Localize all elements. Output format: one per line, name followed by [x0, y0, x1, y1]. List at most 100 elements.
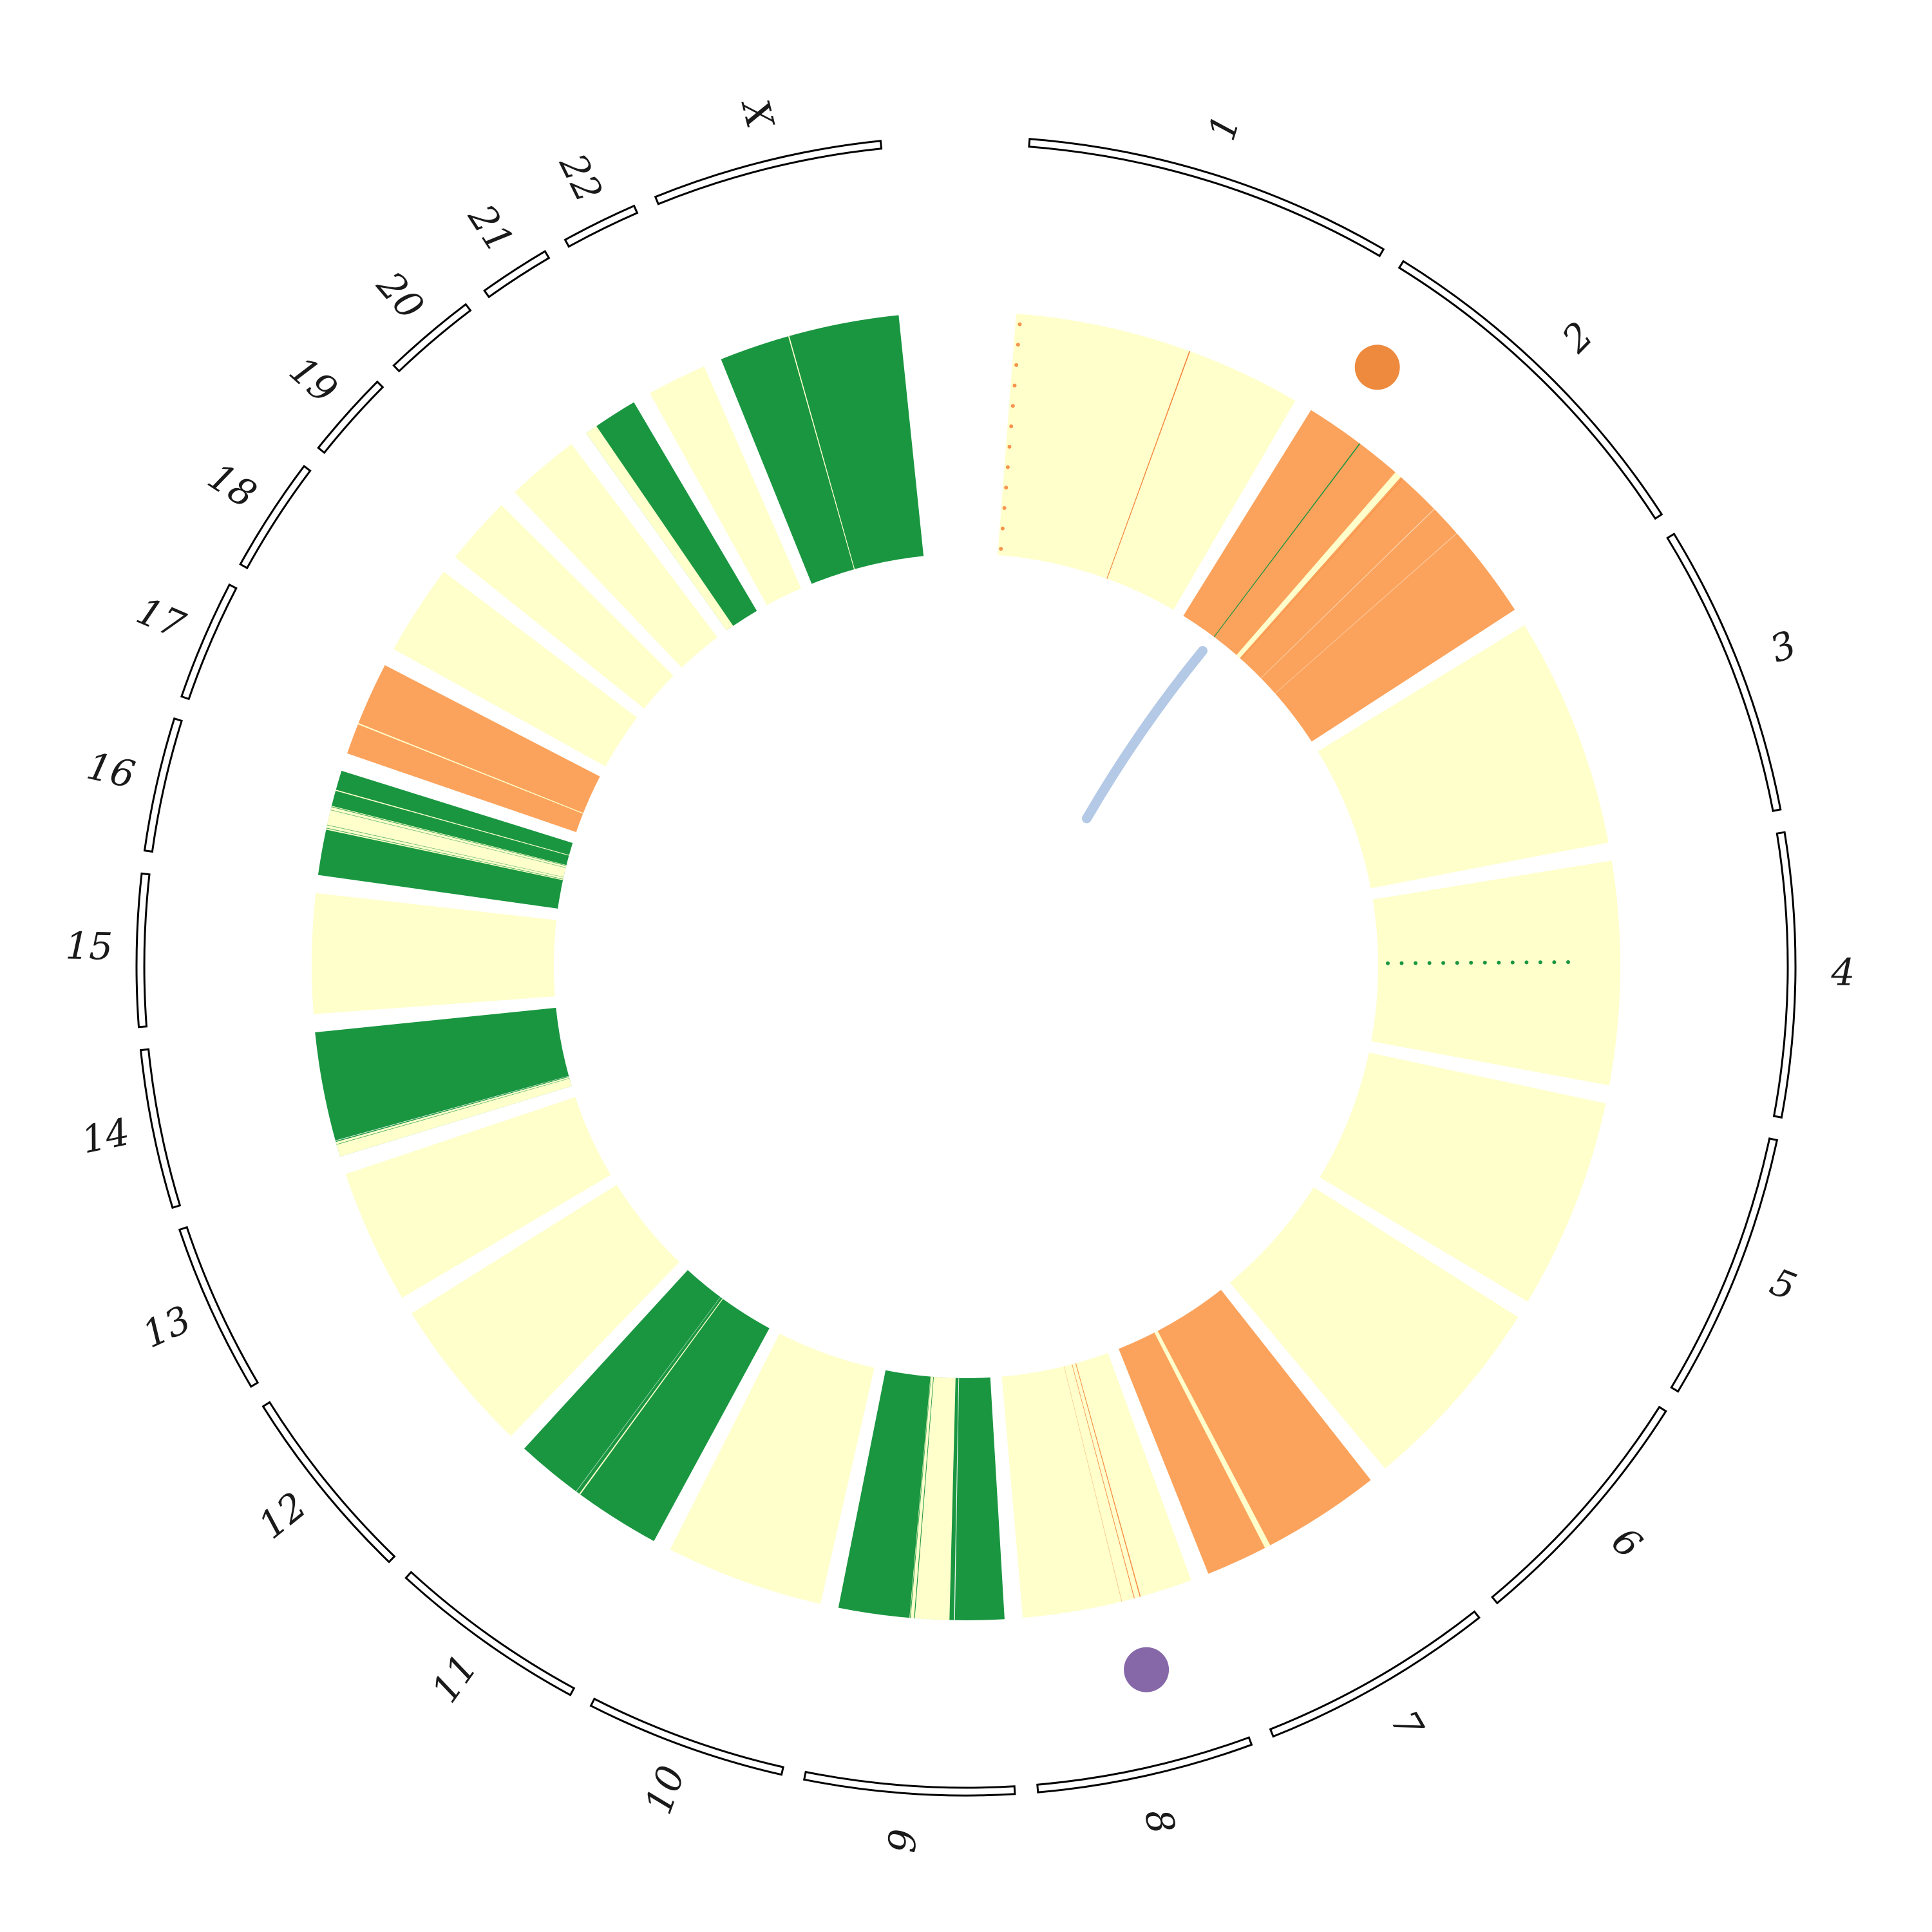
heatmap-wedge-chr18 — [393, 571, 638, 766]
ideogram-arc-chr3 — [1666, 533, 1782, 812]
chromosome-label-3: 3 — [1764, 622, 1802, 672]
heatmap-hairline-chr11-0 — [579, 1298, 723, 1495]
dot — [1510, 960, 1515, 965]
scatter-point-chr8 — [1124, 1647, 1170, 1692]
heatmap-hairline-chr2-3 — [1260, 509, 1435, 679]
heatmap-band-chr2-1 — [1236, 472, 1401, 658]
ideogram-arc-chr2 — [1397, 260, 1663, 520]
heatmap-wedge-chr19 — [455, 505, 674, 709]
chromosome-label-5: 5 — [1764, 1260, 1802, 1309]
chromosome-label-17: 17 — [130, 589, 191, 648]
heatmap-wedge-chr22 — [650, 366, 801, 605]
heatmap-hairline-chr2-4 — [1274, 533, 1457, 694]
heatmap-wedge-chr7 — [1119, 1289, 1371, 1574]
dot — [1018, 322, 1022, 327]
dot — [1010, 404, 1015, 408]
heatmap-hairline-chr2-0 — [1213, 443, 1361, 638]
heatmap-hairline-chr9-2 — [914, 1377, 934, 1618]
heatmap-wedge-chr21 — [586, 402, 757, 630]
ideogram-arc-chr5 — [1670, 1137, 1779, 1393]
heatmap-hairline-chr11-1 — [576, 1296, 721, 1492]
dot — [1399, 961, 1404, 965]
ideogram-arc-chr21 — [483, 250, 551, 299]
chromosome-label-6: 6 — [1604, 1519, 1651, 1567]
ideogram-arc-chr13 — [178, 1226, 260, 1388]
ideogram-arc-chr1 — [1028, 138, 1385, 258]
chromosome-label-8: 8 — [1136, 1805, 1184, 1838]
ideogram-arc-chr10 — [589, 1697, 784, 1776]
heatmap-wedge-chr15 — [312, 893, 556, 1014]
ideogram-arc-chr6 — [1490, 1405, 1667, 1605]
heatmap-hairline-chr14-1 — [336, 1078, 570, 1145]
dotted-radial-line-chr4 — [1386, 960, 1570, 965]
scatter-point-chr2 — [1354, 345, 1400, 390]
chromosome-label-2: 2 — [1553, 314, 1602, 362]
dot — [1455, 961, 1459, 965]
dot — [1000, 526, 1005, 531]
ideogram-arc-chr14 — [139, 1048, 182, 1209]
ideogram-arc-chr9 — [802, 1770, 1016, 1797]
chromosome-label-11: 11 — [422, 1646, 486, 1710]
heatmap-hairline-chr16-5 — [336, 790, 569, 856]
chromosome-label-15: 15 — [65, 923, 113, 968]
heatmap-wedge-chr14 — [315, 1007, 572, 1157]
heatmap-hairline-chr2-2 — [1240, 478, 1403, 659]
heatmap-hairline-chr16-2 — [327, 824, 564, 878]
heatmap-hairline-chr8-1 — [1072, 1364, 1135, 1598]
heatmap-band-chr14-0 — [336, 1077, 572, 1157]
heatmap-hairline-chr8-2 — [1064, 1366, 1122, 1602]
heatmap-hairline-chr14-2 — [335, 1075, 569, 1141]
ideogram-arc-chr22 — [564, 204, 639, 248]
heatmap-band-chr9-1 — [909, 1376, 956, 1620]
ideogram-arc-chr4 — [1772, 831, 1797, 1119]
chromosome-label-20: 20 — [368, 263, 432, 328]
ideogram-arc-chr20 — [392, 303, 472, 373]
heatmap-hairline-chr1-1 — [1106, 350, 1191, 579]
heatmap-band-chr21-0 — [586, 426, 734, 630]
dot — [1497, 960, 1501, 965]
heatmap-hairline-chr16-4 — [331, 806, 567, 866]
chromosome-label-21: 21 — [459, 196, 522, 261]
heatmap-band-chr16-0 — [326, 806, 567, 880]
chromosome-label-18: 18 — [200, 454, 264, 516]
chromosome-label-10: 10 — [636, 1760, 694, 1820]
ideogram-arc-chr19 — [317, 380, 384, 455]
heatmap-wedge-chr11 — [524, 1270, 770, 1541]
heatmap-hairline-chr9-0 — [954, 1378, 960, 1620]
dot — [1482, 960, 1487, 965]
chromosome-label-9: 9 — [880, 1828, 925, 1854]
dot — [1004, 486, 1009, 490]
dot — [1012, 383, 1017, 388]
dot — [1441, 961, 1446, 965]
ideogram-arc-chrX — [654, 140, 883, 205]
heatmap-wedge-chr5 — [1320, 1052, 1606, 1302]
heatmap-hairline-chr16-1 — [326, 828, 564, 880]
heatmap-wedge-chr3 — [1318, 625, 1609, 889]
dot — [999, 547, 1003, 551]
ideogram-arc-chr12 — [261, 1401, 396, 1564]
chromosome-label-19: 19 — [281, 348, 346, 412]
heatmap-wedge-chr2 — [1183, 410, 1515, 742]
ideogram-arc-chr16 — [143, 717, 183, 853]
chromosome-label-7: 7 — [1382, 1703, 1432, 1745]
dot — [1386, 961, 1390, 965]
heatmap-wedge-chr8 — [1001, 1352, 1191, 1618]
chromosome-label-16: 16 — [83, 744, 139, 797]
dot — [1552, 960, 1557, 965]
heatmap-hairline-chr17-0 — [357, 723, 583, 814]
dot — [1538, 960, 1542, 965]
chromosome-label-14: 14 — [78, 1110, 133, 1162]
ideogram-track — [135, 138, 1797, 1797]
link-chr2 — [1082, 646, 1208, 824]
chromosome-label-13: 13 — [136, 1297, 197, 1357]
heatmap-wedge-chr13 — [345, 1097, 611, 1298]
heatmap-wedge-chr1 — [998, 314, 1296, 610]
heatmap-wedge-chr20 — [515, 444, 717, 668]
ideogram-arc-chr11 — [404, 1571, 576, 1697]
heatmap-hairline-chr9-3 — [909, 1376, 931, 1618]
dot — [1002, 506, 1007, 510]
dot — [1469, 960, 1473, 965]
dot — [1414, 961, 1418, 965]
heatmap-ring-track — [312, 314, 1620, 1620]
